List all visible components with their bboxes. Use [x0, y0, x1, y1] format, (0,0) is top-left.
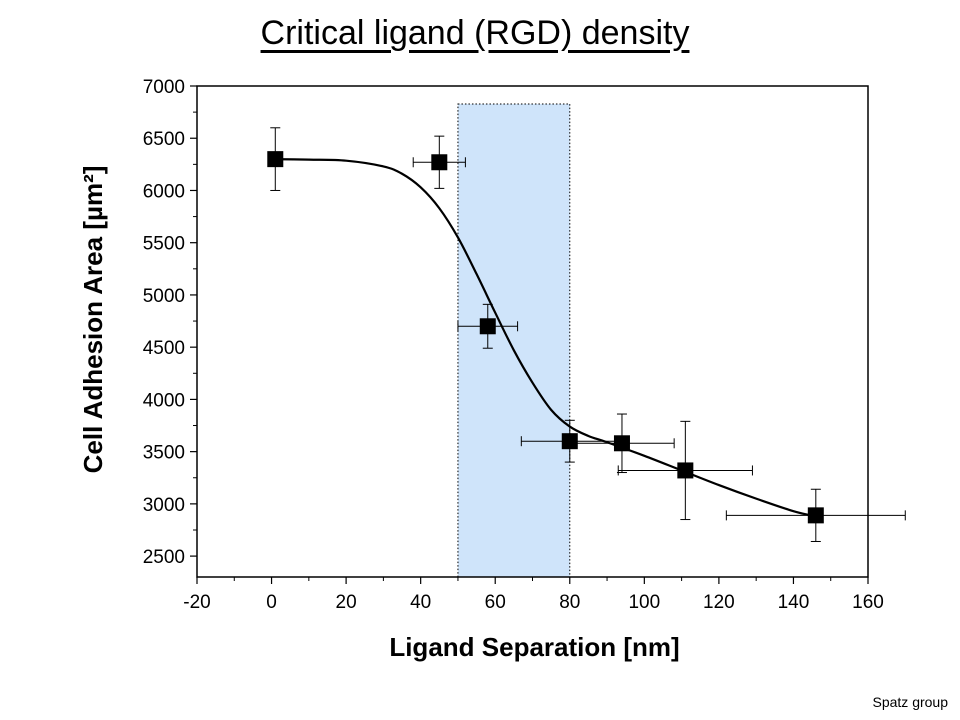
highlight-region	[457, 103, 571, 578]
x-tick-label: 60	[485, 592, 506, 613]
x-tick-label: 100	[628, 592, 660, 613]
y-tick-label: 2500	[143, 547, 185, 568]
axes-group: -20 0 20 40 60 80 100 120 140 160 2500 3000 3500 4000…	[143, 77, 884, 613]
data-point-marker	[479, 318, 496, 335]
fit-curve-group	[269, 158, 817, 518]
x-tick-label: 0	[266, 592, 277, 613]
y-tick-label: 3500	[143, 443, 185, 464]
y-tick-label: 3000	[143, 495, 185, 516]
y-tick-label: 7000	[143, 77, 185, 98]
fit-curve-line	[269, 158, 817, 518]
x-tick-label: 160	[852, 592, 884, 613]
y-tick-label: 4000	[143, 390, 185, 411]
data-point-3	[457, 303, 519, 349]
highlight-region-group	[457, 103, 571, 578]
x-tick-label: 80	[559, 592, 580, 613]
data-point-5	[569, 413, 675, 474]
y-tick-label: 5000	[143, 286, 185, 307]
x-axis-title: Ligand Separation [nm]	[389, 632, 679, 662]
y-tick-label: 5500	[143, 234, 185, 255]
data-point-1	[267, 127, 284, 191]
data-point-2	[412, 135, 466, 189]
data-point-6	[617, 420, 753, 521]
y-tick-label: 4500	[143, 338, 185, 359]
data-point-marker	[267, 151, 284, 168]
x-tick-label: 120	[703, 592, 735, 613]
y-tick-label: 6500	[143, 129, 185, 150]
data-point-marker	[431, 154, 448, 171]
x-tick-label: -20	[183, 592, 210, 613]
x-tick-label: 140	[778, 592, 810, 613]
data-point-7	[725, 488, 906, 542]
credit-text: Spatz group	[872, 694, 949, 710]
x-tick-label: 40	[410, 592, 431, 613]
y-axis-title: Cell Adhesion Area [µm²]	[78, 166, 108, 474]
data-point-marker	[677, 462, 694, 479]
x-tick-label: 20	[336, 592, 357, 613]
data-points-group	[267, 127, 906, 542]
data-point-marker	[807, 507, 824, 524]
slide-title: Critical ligand (RGD) density	[260, 14, 690, 52]
data-point-marker	[613, 435, 630, 452]
y-tick-label: 6000	[143, 181, 185, 202]
